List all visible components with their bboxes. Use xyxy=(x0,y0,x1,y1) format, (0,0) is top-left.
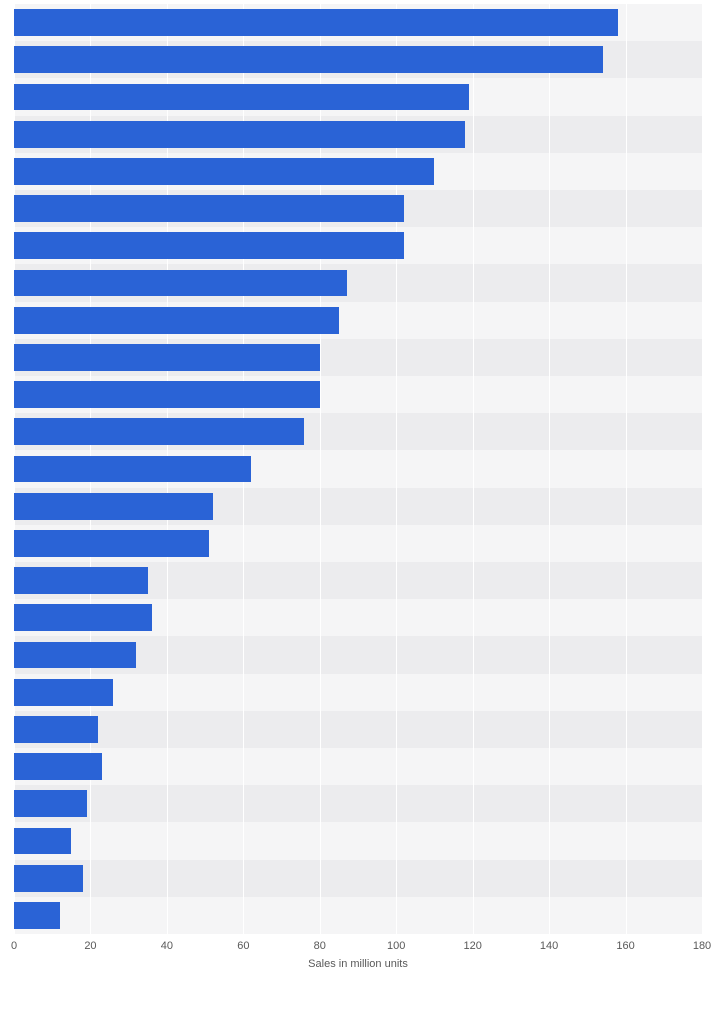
x-tick-label: 140 xyxy=(540,940,558,952)
bar xyxy=(14,530,209,557)
x-tick-label: 80 xyxy=(314,940,326,952)
x-axis: 020406080100120140160180 Sales in millio… xyxy=(14,934,702,974)
bar-row xyxy=(14,302,702,339)
bar xyxy=(14,456,251,483)
bar-row xyxy=(14,599,702,636)
plot-area xyxy=(14,4,702,934)
bar-row xyxy=(14,674,702,711)
bar xyxy=(14,46,603,73)
bar-row xyxy=(14,41,702,78)
bar xyxy=(14,418,304,445)
bar-row xyxy=(14,116,702,153)
bar xyxy=(14,790,87,817)
bar xyxy=(14,567,148,594)
bar xyxy=(14,642,136,669)
bar-row xyxy=(14,78,702,115)
bar xyxy=(14,270,347,297)
bar-row xyxy=(14,413,702,450)
bar-row xyxy=(14,488,702,525)
bar xyxy=(14,865,83,892)
bars-layer xyxy=(14,4,702,934)
bar xyxy=(14,84,469,111)
bar xyxy=(14,753,102,780)
x-tick-label: 0 xyxy=(11,940,17,952)
x-tick-label: 60 xyxy=(237,940,249,952)
bar-row xyxy=(14,822,702,859)
x-axis-title: Sales in million units xyxy=(308,958,408,970)
gridline xyxy=(702,4,703,934)
x-tick-label: 100 xyxy=(387,940,405,952)
bar xyxy=(14,121,465,148)
bar-row xyxy=(14,450,702,487)
bar-row xyxy=(14,562,702,599)
bar xyxy=(14,158,434,185)
bar-row xyxy=(14,525,702,562)
bar xyxy=(14,828,71,855)
bar xyxy=(14,679,113,706)
x-tick-label: 160 xyxy=(616,940,634,952)
bar xyxy=(14,195,404,222)
bar-row xyxy=(14,376,702,413)
bar xyxy=(14,493,213,520)
bar-row xyxy=(14,339,702,376)
x-tick-label: 20 xyxy=(84,940,96,952)
bar-row xyxy=(14,748,702,785)
bar-row xyxy=(14,785,702,822)
bar-row xyxy=(14,897,702,934)
bar-row xyxy=(14,636,702,673)
bar-row xyxy=(14,153,702,190)
bar xyxy=(14,307,339,334)
bar-row xyxy=(14,190,702,227)
x-tick-label: 120 xyxy=(463,940,481,952)
bar xyxy=(14,381,320,408)
bar xyxy=(14,902,60,929)
bar xyxy=(14,716,98,743)
bar-row xyxy=(14,264,702,301)
bar xyxy=(14,232,404,259)
bar xyxy=(14,344,320,371)
bar-row xyxy=(14,227,702,264)
bar xyxy=(14,9,618,36)
bar xyxy=(14,604,152,631)
bar-row xyxy=(14,711,702,748)
x-tick-label: 180 xyxy=(693,940,711,952)
bar-row xyxy=(14,860,702,897)
chart-container: 0 20 40 60 80 100 120 140 160 180 Sales in millio… xyxy=(0,0,716,1024)
bar-row xyxy=(14,4,702,41)
x-tick-label: 40 xyxy=(161,940,173,952)
